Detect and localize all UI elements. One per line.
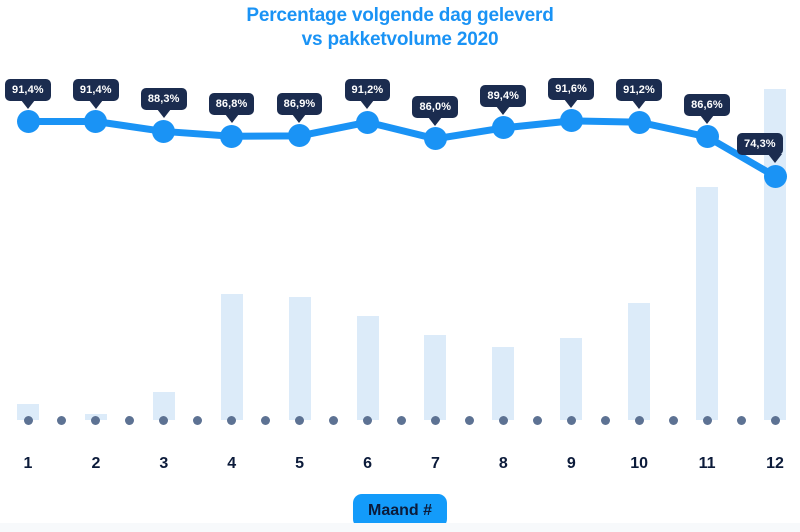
x-tick-label: 11 bbox=[698, 455, 716, 472]
chart-title: Percentage volgende dag geleverd vs pakk… bbox=[0, 4, 800, 52]
axis-dot bbox=[23, 415, 33, 425]
x-tick-label: 8 bbox=[498, 455, 508, 472]
x-tick-label: 1 bbox=[23, 455, 33, 472]
data-point-marker[interactable] bbox=[152, 119, 176, 143]
data-point-marker[interactable] bbox=[220, 124, 244, 148]
axis-dot bbox=[430, 415, 440, 425]
x-tick-label: 7 bbox=[431, 455, 440, 472]
bar-volume bbox=[424, 334, 447, 420]
x-tick-label: 3 bbox=[159, 455, 169, 472]
data-label-tooltip: 86,9% bbox=[276, 92, 323, 123]
x-tick-label: 4 bbox=[227, 455, 237, 472]
data-label-tooltip: 91,6% bbox=[548, 77, 594, 108]
data-label-tooltip: 91,4% bbox=[5, 78, 51, 109]
axis-dot bbox=[295, 415, 305, 425]
data-label-tooltip: 74,3% bbox=[737, 133, 783, 164]
bar-volume bbox=[288, 296, 311, 420]
axis-dot bbox=[363, 415, 373, 425]
data-point-marker[interactable] bbox=[16, 110, 40, 134]
data-point-marker[interactable] bbox=[627, 110, 651, 134]
data-label-tooltip: 89,4% bbox=[480, 84, 527, 115]
bar-volume bbox=[220, 293, 243, 420]
data-label-tooltip: 86,0% bbox=[412, 95, 459, 126]
axis-dot bbox=[464, 415, 474, 425]
x-tick-label: 12 bbox=[766, 455, 784, 472]
data-label-tooltip: 86,8% bbox=[208, 93, 255, 124]
bar-volume bbox=[492, 347, 515, 420]
x-axis-title-button[interactable]: Maand # bbox=[352, 494, 448, 528]
data-point-marker[interactable] bbox=[356, 110, 380, 134]
axis-dot bbox=[125, 415, 135, 425]
axis-dot bbox=[91, 415, 101, 425]
axis-dot bbox=[702, 415, 712, 425]
bar-volume bbox=[17, 404, 39, 420]
x-tick-label: 10 bbox=[630, 455, 649, 472]
data-point-marker[interactable] bbox=[491, 116, 515, 140]
axis-dot bbox=[600, 415, 610, 425]
axis-dot bbox=[668, 415, 678, 425]
axis-dot bbox=[261, 415, 271, 425]
bottom-strip bbox=[0, 523, 800, 532]
x-tick-label: 9 bbox=[566, 455, 576, 472]
x-tick-label: 2 bbox=[91, 455, 101, 472]
x-tick-label: 6 bbox=[363, 455, 372, 472]
axis-dot bbox=[227, 415, 237, 425]
data-point-marker[interactable] bbox=[423, 127, 447, 151]
data-label-tooltip: 86,6% bbox=[684, 93, 730, 124]
axis-dot bbox=[634, 415, 644, 425]
chart-title-line-1: Percentage volgende dag geleverd bbox=[246, 5, 554, 26]
data-label-tooltip: 91,2% bbox=[344, 79, 391, 110]
data-point-marker[interactable] bbox=[695, 125, 719, 149]
data-label-tooltip: 91,4% bbox=[72, 78, 119, 109]
data-point-marker[interactable] bbox=[84, 110, 108, 134]
axis-dot bbox=[736, 415, 746, 425]
bar-volume bbox=[628, 303, 651, 420]
axis-dot bbox=[329, 415, 339, 425]
axis-dot bbox=[397, 415, 406, 425]
x-tick-label: 5 bbox=[295, 455, 305, 472]
data-point-marker[interactable] bbox=[288, 124, 312, 148]
bar-volume bbox=[152, 391, 175, 420]
data-label-tooltip: 88,3% bbox=[140, 88, 187, 119]
axis-dot bbox=[770, 415, 780, 425]
axis-dot bbox=[498, 415, 508, 425]
data-point-marker[interactable] bbox=[559, 109, 583, 133]
axis-dot bbox=[57, 415, 67, 425]
chart-title-line-2: vs pakketvolume 2020 bbox=[301, 29, 499, 50]
bar-volume bbox=[560, 337, 583, 420]
axis-dot bbox=[159, 415, 169, 425]
line-series-svg bbox=[24, 117, 779, 180]
bar-volume bbox=[356, 315, 379, 420]
axis-dot bbox=[193, 415, 203, 425]
axis-dot bbox=[532, 415, 542, 425]
data-label-tooltip: 91,2% bbox=[616, 79, 662, 110]
plot-area: 91,4% 91,4% 88,3% 86,8% 86,9% 91,2% 86,0% 89,4%… bbox=[5, 77, 787, 425]
axis-dot bbox=[566, 415, 576, 425]
data-point-marker[interactable] bbox=[763, 164, 787, 188]
bar-volume bbox=[696, 186, 719, 420]
line-path bbox=[24, 117, 779, 180]
